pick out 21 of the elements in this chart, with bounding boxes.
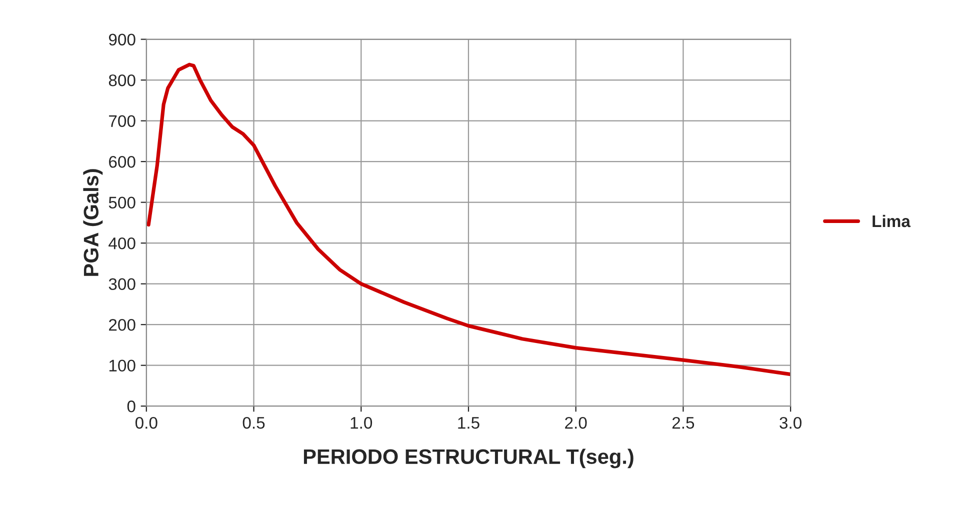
- x-tick-label: 2.5: [672, 416, 694, 429]
- x-tick-label: 0.5: [242, 416, 265, 429]
- x-tick-label: 0.0: [135, 416, 158, 429]
- x-tick-label: 3.0: [780, 416, 802, 429]
- y-tick-label: 100: [109, 360, 136, 372]
- y-tick-label: 700: [109, 115, 136, 128]
- x-tick-label: 1.5: [458, 417, 480, 429]
- y-tick-label: 200: [109, 318, 136, 331]
- legend-label: Lima: [872, 214, 911, 228]
- y-tick-label: 400: [108, 237, 136, 250]
- y-tick-label: 300: [108, 278, 136, 290]
- line-series: [146, 62, 791, 376]
- y-tick-label: 600: [109, 156, 136, 168]
- y-axis-title: PGA (Gals): [83, 169, 103, 276]
- y-tick-label: 900: [108, 34, 136, 46]
- y-tick-label: 800: [108, 74, 136, 86]
- x-tick-label: 1.0: [350, 416, 372, 429]
- x-axis-title: PERIODO ESTRUCTURAL T(seg.): [304, 448, 634, 468]
- y-tick-label: 500: [108, 196, 136, 209]
- x-tick-label: 2.0: [565, 416, 587, 429]
- y-tick-label: 0: [127, 400, 136, 412]
